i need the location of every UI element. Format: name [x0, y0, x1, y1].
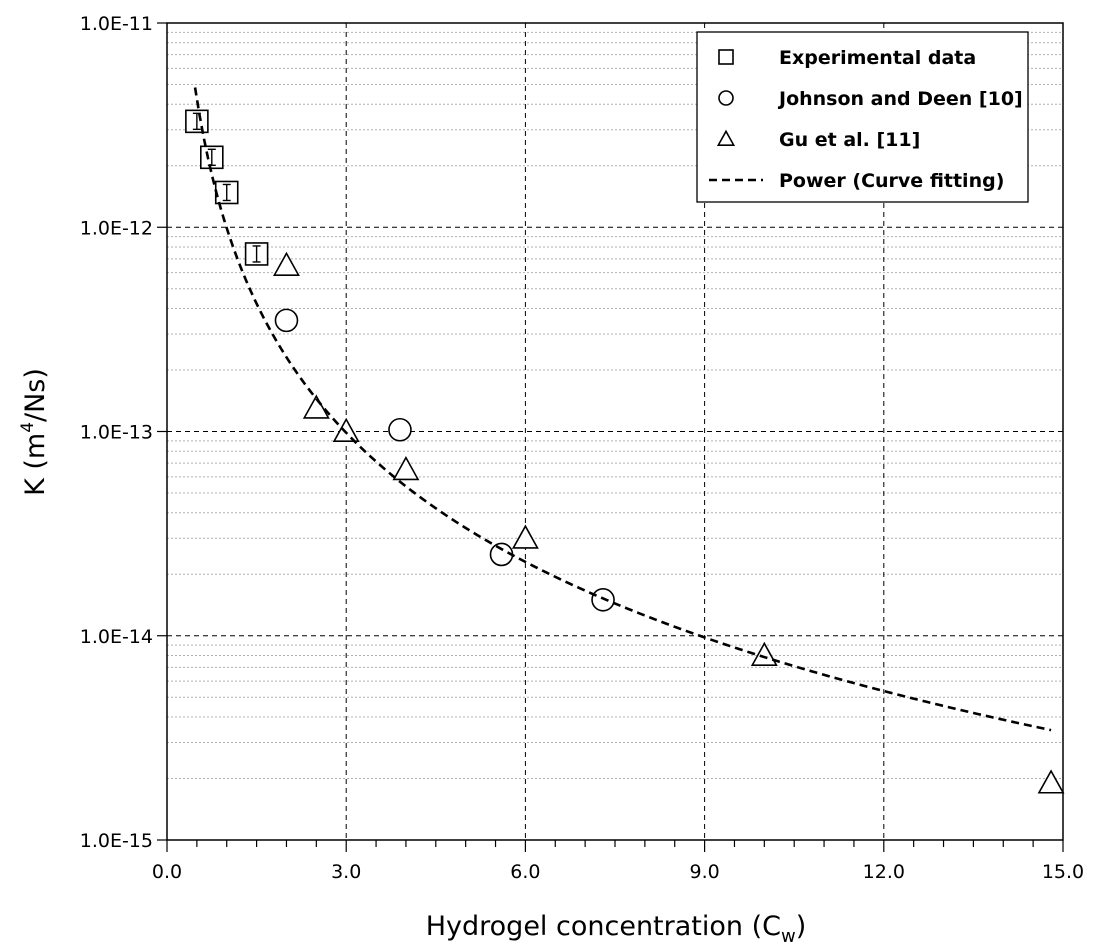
- y-tick-label: 1.0E-13: [80, 422, 153, 444]
- x-tick-label: 0.0: [152, 861, 182, 883]
- legend-label: Power (Curve fitting): [779, 170, 1004, 192]
- series-layer: [185, 87, 1065, 794]
- legend-label: Johnson and Deen [10]: [777, 88, 1023, 110]
- circle-data-point: [388, 417, 412, 442]
- y-tick-labels: 1.0E-15 1.0E-14 1.0E-13 1.0E-12 1.0E-11: [80, 13, 153, 852]
- legend-label: Experimental data: [779, 47, 976, 69]
- x-tick-labels: 0.0 3.0 6.0 9.0 12.0 15.0: [152, 861, 1084, 883]
- x-tick-label: 12.0: [863, 861, 905, 883]
- x-tick-label: 15.0: [1042, 861, 1084, 883]
- x-tick-label: 9.0: [689, 861, 719, 883]
- triangle-data-point: [511, 524, 539, 549]
- legend: Experimental data Johnson and Deen [10] Gu…: [696, 31, 1029, 203]
- series-circle: [274, 308, 615, 612]
- y-tick-label: 1.0E-11: [80, 13, 153, 35]
- series-triangle: [273, 251, 1065, 794]
- y-tick-label: 1.0E-15: [80, 830, 153, 852]
- legend-swatch-circle: [718, 90, 734, 106]
- triangle-data-point: [750, 641, 778, 667]
- triangle-data-point: [273, 251, 300, 276]
- triangle-data-point: [1037, 769, 1065, 794]
- x-tick-label: 3.0: [331, 861, 361, 883]
- legend-label: Gu et al. [11]: [779, 129, 920, 151]
- y-tick-label: 1.0E-12: [80, 217, 153, 239]
- triangle-data-point: [392, 455, 420, 481]
- axis-ticks: [157, 22, 1064, 852]
- series-square: [185, 109, 269, 266]
- x-axis-title: Hydrogel concentration (Cw): [426, 911, 807, 947]
- y-tick-label: 1.0E-14: [80, 626, 153, 648]
- legend-box: [696, 31, 1029, 203]
- legend-swatch-triangle: [716, 129, 736, 146]
- triangle-data-point: [332, 417, 360, 442]
- minor-gridlines: [167, 31, 1063, 780]
- y-axis-title: K (m4/Ns): [18, 368, 51, 496]
- legend-swatch-square: [718, 49, 734, 65]
- power-fit-curve: [193, 87, 1052, 732]
- x-tick-label: 6.0: [510, 861, 540, 883]
- circle-data-point: [274, 308, 299, 333]
- triangle-data-point: [302, 394, 330, 419]
- series-dashed-line: [193, 87, 1052, 732]
